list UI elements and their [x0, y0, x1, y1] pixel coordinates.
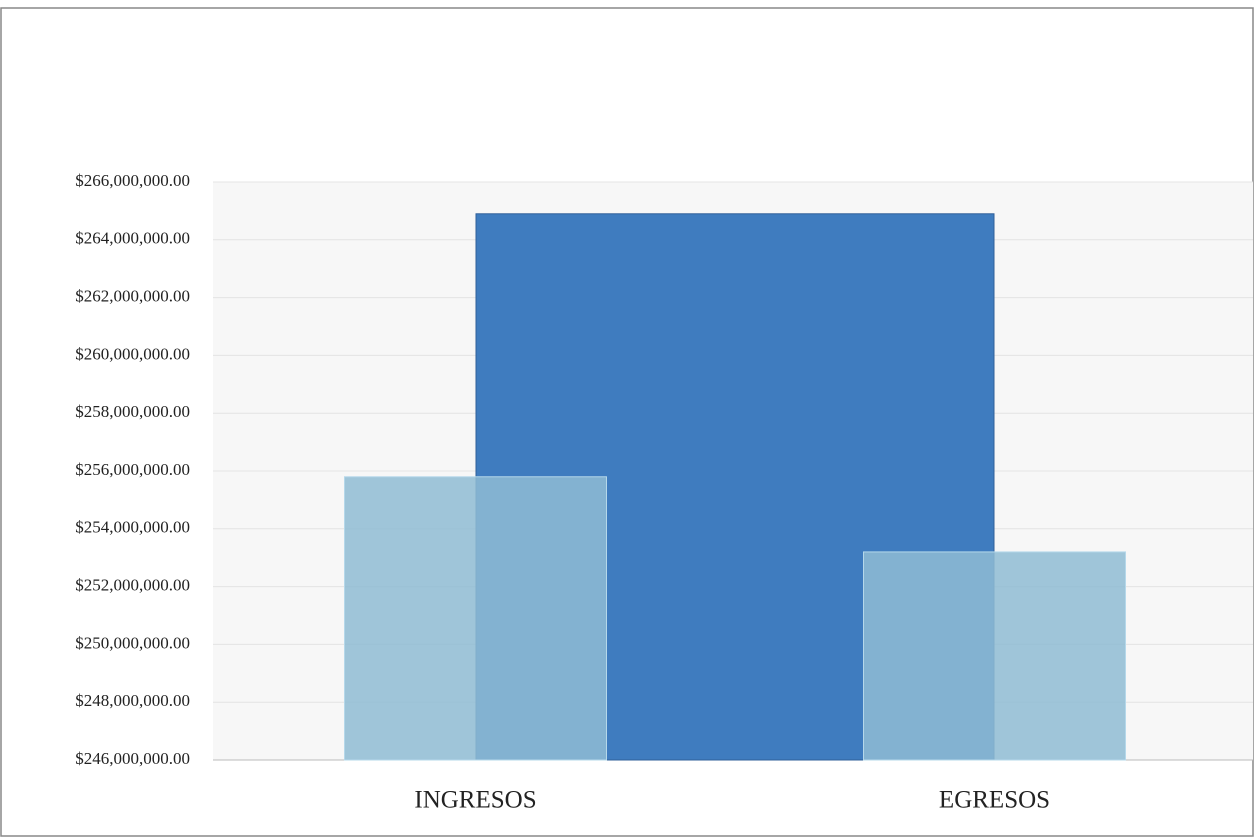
bar [863, 551, 1126, 761]
y-tick-label: $250,000,000.00 [75, 633, 190, 652]
x-tick-label: EGRESOS [939, 787, 1050, 814]
y-tick-label: $252,000,000.00 [75, 576, 190, 595]
y-tick-label: $260,000,000.00 [75, 344, 190, 363]
y-tick-label: $264,000,000.00 [75, 229, 190, 248]
x-tick-label: INGRESOS [414, 787, 536, 814]
y-tick-label: $266,000,000.00 [75, 171, 190, 190]
y-tick-label: $248,000,000.00 [75, 691, 190, 710]
bar [344, 476, 607, 761]
y-tick-label: $262,000,000.00 [75, 287, 190, 306]
y-tick-label: $256,000,000.00 [75, 460, 190, 479]
y-tick-label: $246,000,000.00 [75, 749, 190, 768]
y-tick-label: $254,000,000.00 [75, 518, 190, 537]
y-tick-label: $258,000,000.00 [75, 402, 190, 421]
